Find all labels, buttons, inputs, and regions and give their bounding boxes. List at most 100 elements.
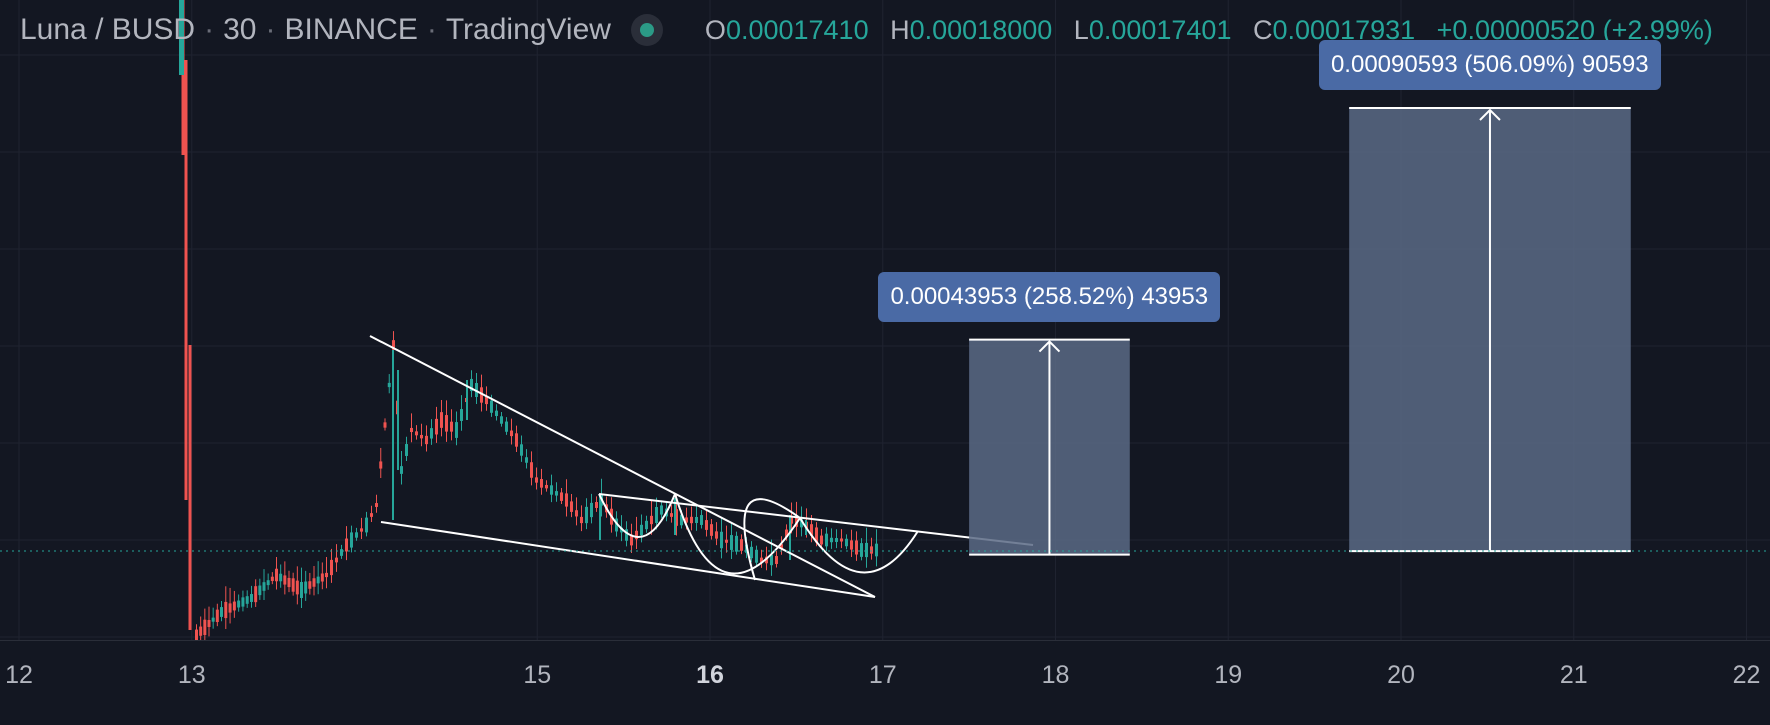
candle-body [304, 581, 308, 594]
low-key: L [1073, 14, 1089, 45]
close-key: C [1252, 14, 1273, 45]
trendline-upper [369, 335, 876, 598]
candle-body [211, 617, 215, 622]
candle-body [690, 516, 693, 524]
candle-body [495, 410, 498, 417]
candle-body [570, 501, 573, 512]
candle-body [815, 527, 818, 543]
candle-body [400, 466, 403, 474]
candle-body [350, 532, 353, 548]
candle-body [855, 540, 858, 555]
candle-body [825, 533, 828, 547]
open-value: 0.00017410 [725, 14, 869, 45]
candle-body [695, 516, 698, 524]
candle-body [630, 534, 633, 546]
candle-body [530, 462, 533, 478]
ohlc-values: O0.00017410 H0.00018000 L0.00017401 C0.0… [691, 15, 1713, 46]
candle-body [790, 516, 793, 524]
high-key: H [890, 14, 910, 45]
trendline-lower [380, 521, 876, 598]
candle-body [470, 378, 473, 392]
x-tick-label: 17 [868, 661, 897, 689]
candle-body [540, 479, 543, 488]
candle-body [580, 516, 583, 524]
candle-body [365, 517, 368, 533]
market-status-icon[interactable] [630, 14, 663, 46]
candle-body [670, 513, 673, 517]
candle-body [232, 601, 236, 611]
candle-body [500, 416, 503, 424]
candle-body [387, 382, 391, 388]
candle-body [316, 576, 320, 584]
candle-body [287, 577, 291, 588]
candle-body [460, 409, 463, 421]
symbol-name[interactable]: Luna / BUSD [20, 13, 196, 46]
pattern-drawings[interactable] [369, 335, 1034, 598]
candle-body [640, 524, 643, 536]
cup-arc [674, 493, 801, 575]
candle-body [207, 620, 211, 627]
candle-body [655, 507, 658, 523]
candle-body [720, 531, 723, 549]
candle-body [392, 340, 395, 350]
interval-label[interactable]: 30 [223, 13, 257, 46]
candle-body [775, 556, 778, 564]
separator-dot: · [204, 13, 215, 46]
candle-body [550, 485, 553, 495]
measure-tools[interactable] [969, 107, 1631, 556]
candle-body [279, 573, 283, 582]
candle-body [345, 538, 348, 552]
candle-body [820, 535, 823, 545]
candle-body [870, 546, 873, 554]
candle-body [270, 576, 274, 581]
candle-body [660, 505, 663, 515]
candle-body [308, 581, 312, 589]
measure-arrow-head [1479, 108, 1501, 121]
open-key: O [704, 14, 726, 45]
candle-body [340, 549, 343, 556]
candle-body [875, 543, 878, 557]
chart-canvas[interactable] [0, 0, 1770, 640]
measure-arrow-head [1038, 340, 1061, 353]
candle-body [615, 518, 618, 532]
candle-body [835, 538, 838, 542]
candle-body [700, 515, 703, 525]
candle-body [555, 491, 558, 496]
cup-arc [743, 498, 801, 581]
exchange-label: BINANCE [284, 13, 418, 46]
candle-body [405, 444, 408, 456]
candle-body [312, 578, 316, 587]
candle-body [535, 477, 538, 483]
x-tick-label: 18 [1041, 661, 1070, 689]
candle-body [675, 509, 678, 526]
candle-body [275, 568, 278, 582]
candle-body [525, 457, 528, 463]
candle-body [800, 519, 803, 528]
candle-body [295, 580, 299, 595]
candle-body [780, 544, 783, 550]
candle-body [370, 513, 373, 517]
candle-body [237, 600, 241, 608]
candle-body [215, 609, 219, 623]
candle-body [379, 461, 383, 469]
candle-body [635, 530, 638, 540]
candle-body [680, 514, 683, 526]
candle-body [245, 596, 249, 604]
time-axis[interactable]: 12 13 15 16 17 18 19 20 21 22 [0, 640, 1770, 725]
candle-body [480, 387, 483, 403]
candle-body [325, 572, 328, 578]
candle-body [840, 538, 843, 542]
measure-label: 0.00090593 (506.09%) 90593 [1318, 40, 1661, 90]
candle-body [810, 524, 813, 536]
candle-body [355, 532, 358, 538]
chart-legend: Luna / BUSD · 30 · BINANCE · TradingView… [20, 10, 1713, 50]
separator-dot: · [265, 13, 276, 46]
candle-body [383, 422, 387, 428]
candle-body [575, 510, 578, 517]
candle-body [375, 503, 378, 507]
candle-body [560, 492, 563, 501]
candle-body [455, 422, 458, 438]
candle-body [845, 538, 848, 547]
candle-body [224, 601, 228, 619]
candle-body [830, 537, 833, 543]
